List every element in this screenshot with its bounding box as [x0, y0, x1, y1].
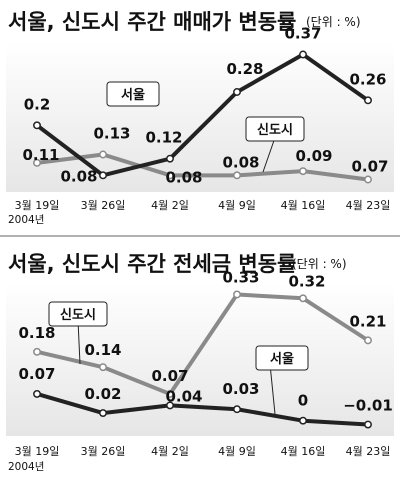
data-label-newtown: 0.09: [295, 147, 332, 165]
series-label-newtown: 신도시: [257, 123, 293, 138]
data-point-seoul: [166, 154, 174, 163]
series-label-leader-seoul: [269, 363, 276, 415]
data-point-newtown: [99, 363, 107, 372]
series-line-newtown: [36, 152, 369, 182]
x-tick-label: 4월 16일: [281, 198, 326, 212]
data-point-newtown: [166, 389, 174, 398]
data-point-newtown: [364, 175, 372, 184]
chart-2-unit: (단위 : %): [292, 257, 347, 271]
x-tick-label: 3월 26일: [81, 444, 126, 458]
data-point-newtown: [99, 150, 107, 159]
chart-1-plot-background: [6, 42, 394, 192]
series-line-seoul: [35, 52, 370, 178]
data-point-seoul: [364, 420, 372, 429]
chart-2: 서울, 신도시 주간 전세금 변동률 (단위 : %) 0.07 0.02 0.04…: [6, 252, 394, 473]
data-label-newtown: 0.08: [165, 168, 202, 186]
chart-1-year-label: 2004년: [8, 214, 44, 226]
series-line-seoul: [36, 392, 369, 427]
series-label-seoul: 서울: [270, 351, 294, 367]
data-point-seoul: [299, 416, 307, 425]
data-label-seoul: 0.04: [165, 387, 202, 405]
data-label-seoul: 0.07: [18, 365, 55, 383]
chart-2-x-ticks: 3월 19일 3월 26일 4월 2일 4월 9일 4월 16일 4월 23일: [15, 444, 391, 458]
data-point-seoul: [166, 401, 174, 410]
data-point-seoul: [33, 121, 41, 130]
data-label-seoul: 0.2: [24, 95, 51, 113]
series-label-box-seoul: [255, 345, 309, 371]
chart-1-x-ticks: 3월 19일 3월 26일 4월 2일 4월 9일 4월 16일 4월 23일: [15, 198, 391, 212]
x-tick-label: 3월 26일: [81, 198, 126, 212]
data-label-newtown: 0.07: [351, 158, 388, 176]
series-label-newtown: 신도시: [60, 308, 96, 323]
series-label-box-newtown: [245, 116, 305, 142]
data-label-newtown: 0.33: [222, 268, 259, 286]
data-label-newtown: 0.14: [84, 341, 121, 359]
data-point-seoul: [99, 409, 107, 417]
x-tick-label: 3월 19일: [15, 198, 60, 212]
data-label-newtown: 0.11: [22, 146, 59, 164]
data-label-newtown: 0.13: [93, 125, 130, 143]
data-point-seoul: [364, 96, 372, 105]
data-label-seoul: 0.08: [60, 167, 97, 185]
x-tick-label: 4월 2일: [151, 444, 189, 458]
chart-2-year-label: 2004년: [8, 461, 44, 473]
data-label-seoul: 0.02: [84, 385, 121, 403]
data-point-newtown: [33, 347, 41, 356]
data-label-seoul: 0.26: [349, 70, 386, 88]
series-label-box-seoul: [106, 81, 160, 107]
data-point-newtown: [166, 171, 174, 180]
data-point-seoul: [99, 171, 107, 180]
data-point-newtown: [233, 171, 241, 180]
data-point-newtown: [233, 290, 241, 299]
chart-2-title: 서울, 신도시 주간 전세금 변동률: [8, 252, 296, 276]
x-tick-label: 4월 23일: [346, 444, 391, 458]
data-point-seoul: [299, 50, 307, 59]
chart-1-marks: 0.2 0.08 0.12 0.28 0.37 0.26 0.11 0.13 0.08 0.08 0…: [22, 25, 388, 187]
data-label-newtown: 0.32: [288, 272, 325, 290]
data-point-newtown: [299, 167, 307, 176]
chart-1: 서울, 신도시 주간 매매가 변동률 (단위 : %) 0.20.080.120…: [6, 10, 394, 226]
x-tick-label: 4월 9일: [218, 444, 256, 458]
data-point-newtown: [33, 158, 41, 167]
data-point-seoul: [233, 405, 241, 414]
data-point-newtown: [299, 294, 307, 303]
series-label-seoul: 서울: [121, 87, 145, 103]
x-tick-label: 4월 16일: [281, 444, 326, 458]
series-line-newtown: [36, 292, 370, 396]
series-label-leader-newtown: [77, 319, 81, 365]
data-label-newtown: 0.08: [222, 153, 259, 171]
data-label-newtown: 0.07: [151, 367, 188, 385]
x-tick-label: 4월 9일: [218, 198, 256, 212]
data-label-seoul: −0.01: [343, 397, 393, 415]
chart-2-marks: 0.07 0.02 0.04 0.03 0 −0.01 0.18 0.14 0.07 0.33 0.…: [18, 268, 393, 429]
data-label-seoul: 0: [298, 392, 308, 410]
x-tick-label: 4월 23일: [346, 198, 391, 212]
x-tick-label: 3월 19일: [15, 444, 60, 458]
chart-1-unit: (단위 : %): [306, 15, 361, 29]
data-label-seoul: 0.37: [284, 25, 321, 43]
series-label-box-newtown: [48, 301, 108, 327]
data-label-newtown: 0.21: [349, 312, 386, 330]
chart-1-title: 서울, 신도시 주간 매매가 변동률: [8, 10, 296, 34]
data-label-newtown: 0.18: [18, 324, 55, 342]
data-point-seoul: [33, 389, 41, 398]
data-label-seoul: 0.12: [145, 129, 182, 147]
x-tick-label: 4월 2일: [151, 198, 189, 212]
data-label-seoul: 0.03: [222, 380, 259, 398]
data-label-seoul: 0.28: [226, 60, 263, 78]
data-point-newtown: [364, 336, 372, 345]
data-point-seoul: [233, 88, 241, 96]
